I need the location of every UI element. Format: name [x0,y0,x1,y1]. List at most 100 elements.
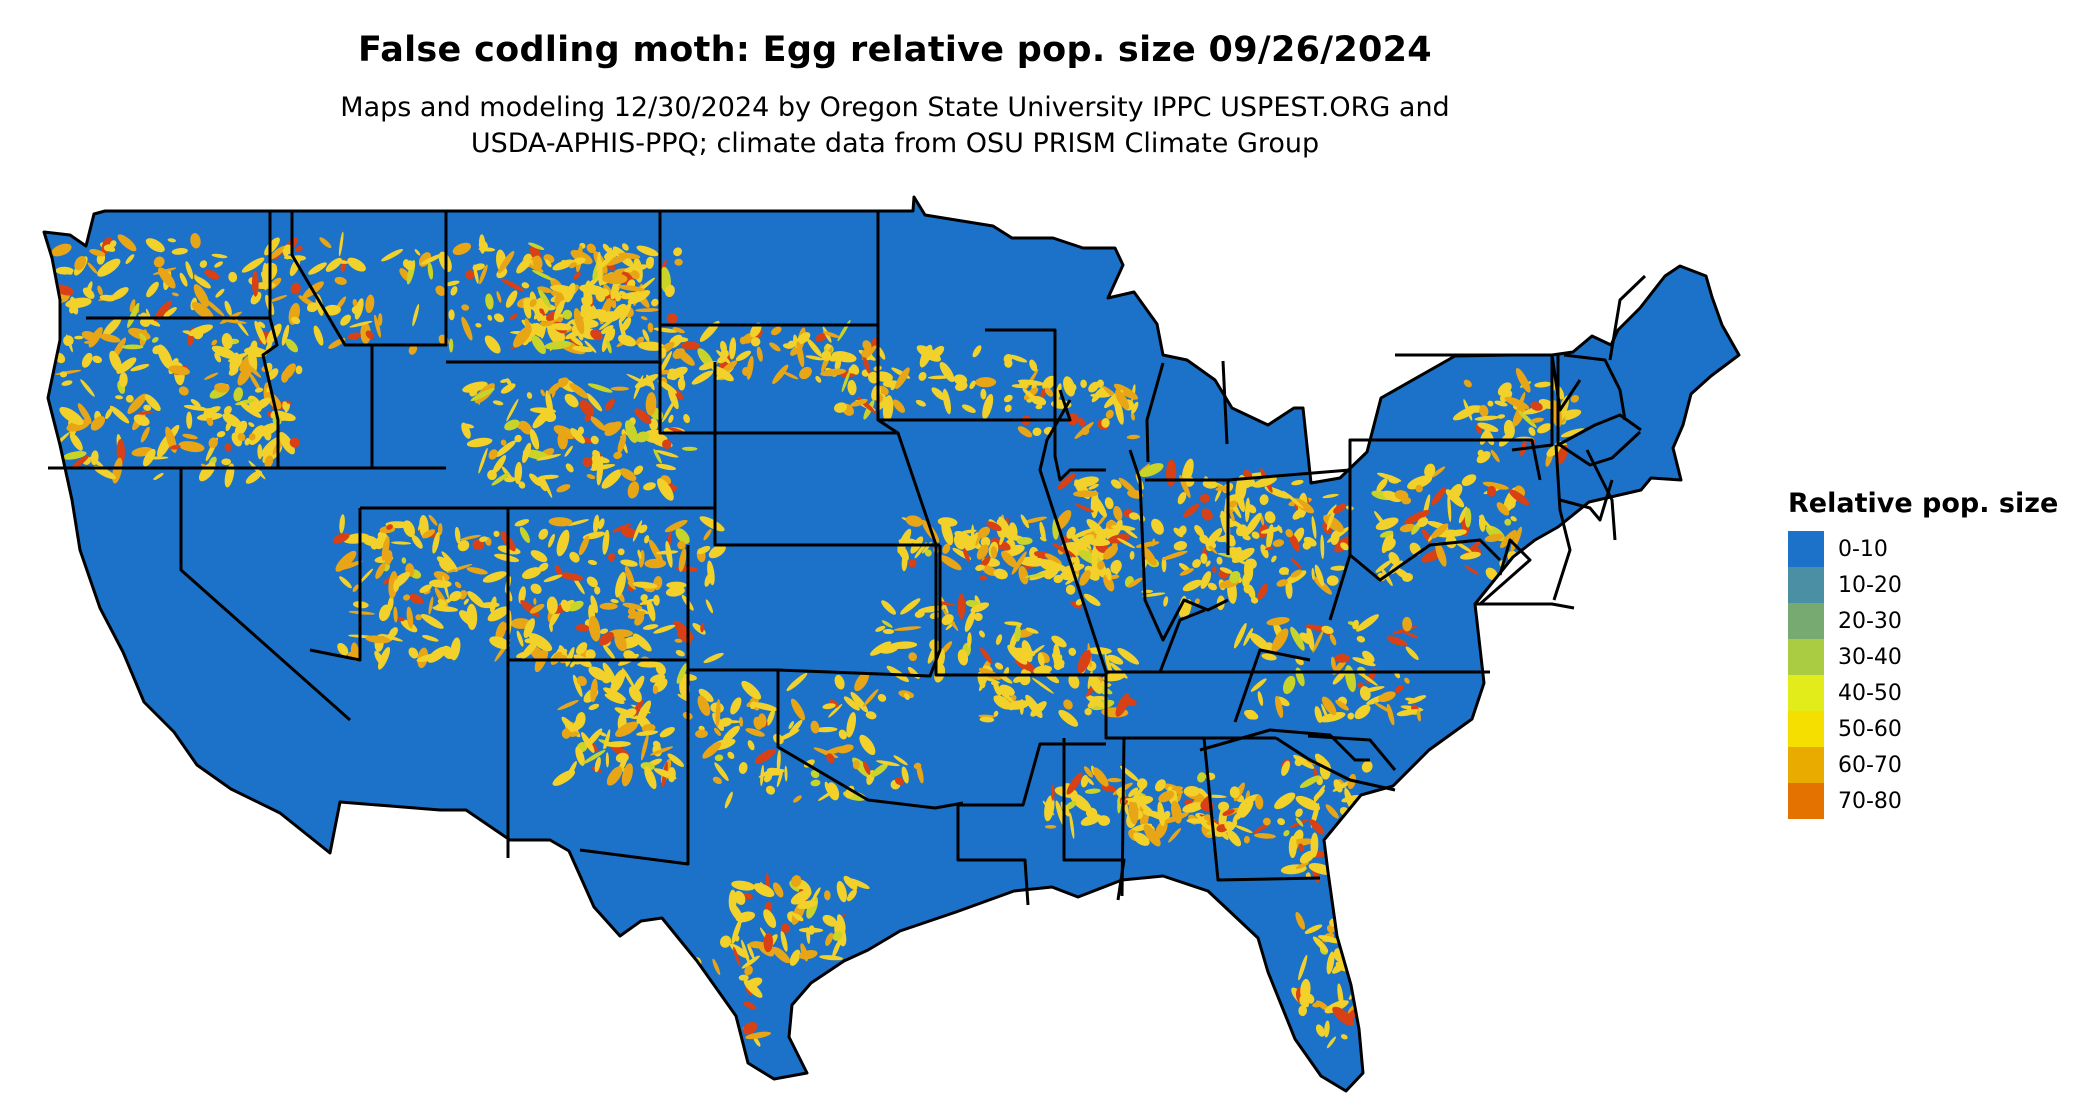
hotspot [500,439,507,446]
hotspot [250,340,258,350]
hotspot [1037,652,1045,667]
hotspot [771,326,782,336]
hotspot [642,329,650,342]
hotspot [387,596,394,612]
hotspot [657,380,677,394]
hotspot [695,997,704,1012]
hotspot [1299,775,1321,788]
hotspot [337,642,349,656]
hotspot [651,298,659,307]
hotspot [1114,567,1120,575]
hotspot [644,433,668,444]
hotspot [1154,779,1166,792]
hotspot [163,307,177,318]
hotspot [1182,599,1192,619]
hotspot [437,599,447,606]
hotspot [1323,514,1344,533]
hotspot [529,429,540,450]
hotspot [97,285,103,296]
hotspot [1024,573,1045,578]
hotspot [625,964,640,979]
hotspot [690,995,704,1010]
hotspot [1407,695,1427,705]
hotspot [729,902,744,923]
hotspot [772,946,791,964]
hotspot [1277,818,1286,826]
hotspot [1199,493,1210,503]
hotspot [698,361,718,371]
hotspot [1015,621,1022,628]
hotspot [1304,924,1323,934]
hotspot [254,387,264,393]
hotspot [1333,865,1340,878]
hotspot [1215,485,1228,491]
hotspot [199,260,208,268]
hotspot [1515,367,1531,393]
hotspot [1080,814,1102,826]
hotspot [598,631,614,646]
hotspot [1259,494,1269,506]
hotspot [827,782,840,801]
hotspot [1052,543,1076,558]
hotspot [517,425,530,432]
hotspot [105,407,113,420]
hotspot [733,946,741,967]
hotspot [308,262,327,275]
hotspot [1075,598,1083,606]
hotspot [819,955,844,961]
hotspot [393,606,398,623]
hotspot [603,687,627,701]
hotspot [622,667,636,690]
hotspot [642,343,659,349]
hotspot [551,284,576,294]
hotspot [1288,835,1297,859]
hotspot [129,299,136,312]
hotspot [682,1012,697,1024]
hotspot [1330,565,1347,571]
hotspot [115,395,123,400]
hotspot [282,401,289,411]
hotspot [1133,832,1150,846]
hotspot [898,538,916,544]
hotspot [473,264,479,284]
hotspot [1126,434,1141,440]
hotspot [533,597,537,605]
hotspot [1360,835,1368,842]
legend-title: Relative pop. size [1788,488,2059,519]
hotspot [1264,511,1276,524]
hotspot [986,521,1002,532]
hotspot [1266,617,1290,626]
hotspot [261,271,269,283]
subtitle-line: Maps and modeling 12/30/2024 by Oregon S… [340,92,1450,123]
hotspot [557,377,569,388]
hotspot [475,323,482,328]
hotspot [1069,812,1075,839]
hotspot [1003,394,1013,403]
hotspot [1029,547,1039,560]
hotspot [352,584,360,592]
hotspot [586,393,603,412]
hotspot [408,647,419,659]
hotspot [648,539,664,565]
hotspot [547,382,561,395]
hotspot [614,632,627,652]
hotspot [667,767,676,783]
hotspot [1478,515,1493,530]
hotspot [427,262,434,280]
hotspot [645,392,657,416]
hotspot [1512,404,1526,427]
hotspot [349,320,373,328]
hotspot [1487,400,1494,407]
hotspot [941,614,954,626]
hotspot [1157,801,1165,827]
hotspot [1313,785,1326,803]
hotspot [875,625,886,632]
hotspot [790,890,812,905]
hotspot [622,243,629,251]
hotspot [828,699,839,708]
hotspot [501,278,525,292]
hotspot [291,316,301,325]
hotspot [1086,543,1092,550]
legend-label: 70-80 [1838,788,1902,814]
hotspot [1404,677,1410,684]
